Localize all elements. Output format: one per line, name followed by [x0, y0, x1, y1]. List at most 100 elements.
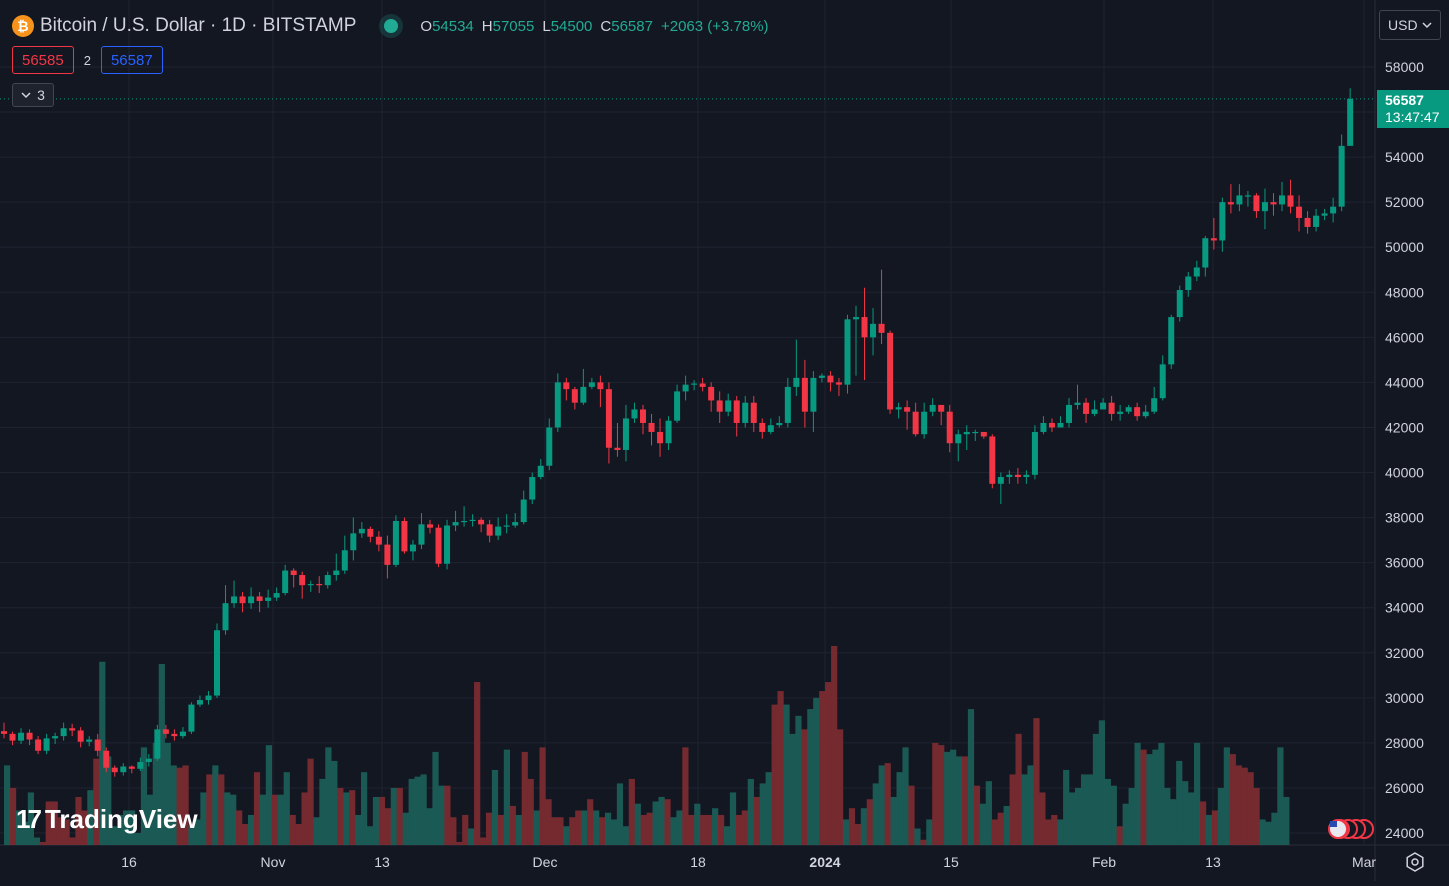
candle[interactable]	[801, 359, 808, 428]
candle[interactable]	[392, 515, 399, 568]
candle[interactable]	[86, 736, 93, 747]
candle[interactable]	[60, 722, 67, 741]
candle[interactable]	[1330, 197, 1337, 223]
candle[interactable]	[1142, 404, 1149, 419]
candle[interactable]	[716, 391, 723, 423]
candle[interactable]	[495, 517, 502, 541]
candle[interactable]	[1014, 468, 1021, 484]
candle[interactable]	[1347, 88, 1354, 146]
candle[interactable]	[784, 377, 791, 428]
candle[interactable]	[895, 402, 902, 419]
candle[interactable]	[18, 728, 25, 745]
candle[interactable]	[1244, 190, 1251, 207]
candle[interactable]	[759, 418, 766, 439]
candle[interactable]	[145, 754, 152, 767]
candle[interactable]	[222, 585, 229, 635]
candle[interactable]	[1031, 425, 1038, 480]
candle[interactable]	[1091, 400, 1098, 417]
candle[interactable]	[750, 395, 757, 432]
candle[interactable]	[282, 564, 289, 596]
candle[interactable]	[631, 402, 638, 423]
candle[interactable]	[1023, 470, 1030, 484]
candle[interactable]	[94, 733, 101, 757]
candle[interactable]	[861, 287, 868, 381]
candle[interactable]	[989, 434, 996, 489]
candle[interactable]	[486, 519, 493, 543]
candle[interactable]	[870, 308, 877, 356]
tradingview-logo[interactable]: 17 TradingView	[16, 804, 198, 835]
candle[interactable]	[614, 422, 621, 457]
candle[interactable]	[1074, 384, 1081, 410]
candle[interactable]	[1100, 398, 1107, 410]
candle[interactable]	[929, 398, 936, 417]
candle[interactable]	[776, 416, 783, 428]
candle[interactable]	[239, 591, 246, 613]
candle[interactable]	[350, 517, 357, 561]
candle[interactable]	[733, 395, 740, 437]
candle[interactable]	[452, 510, 459, 532]
candle[interactable]	[35, 736, 42, 755]
candle[interactable]	[427, 519, 433, 534]
candle[interactable]	[1321, 208, 1328, 221]
candle[interactable]	[205, 691, 212, 705]
candle[interactable]	[1, 722, 7, 739]
candle[interactable]	[418, 513, 425, 550]
candle[interactable]	[503, 514, 510, 534]
candle[interactable]	[290, 568, 297, 588]
candle[interactable]	[26, 729, 33, 746]
candle[interactable]	[469, 514, 476, 527]
candle[interactable]	[904, 400, 911, 430]
candle[interactable]	[1006, 470, 1013, 484]
gear-icon[interactable]	[1404, 851, 1426, 873]
candle[interactable]	[1083, 398, 1090, 423]
candle[interactable]	[1159, 355, 1166, 401]
candle[interactable]	[1040, 416, 1047, 435]
candle[interactable]	[972, 429, 979, 441]
candle[interactable]	[137, 757, 144, 772]
candle[interactable]	[1304, 211, 1311, 234]
symbol-title[interactable]: Bitcoin / U.S. Dollar · 1D · BITSTAMP	[40, 15, 357, 36]
candle[interactable]	[307, 580, 314, 592]
sell-button[interactable]: 56585	[12, 46, 74, 74]
candle[interactable]	[597, 375, 604, 408]
candle[interactable]	[938, 404, 945, 426]
candle[interactable]	[546, 418, 553, 471]
candle[interactable]	[1057, 416, 1064, 428]
candle[interactable]	[580, 368, 587, 405]
candle[interactable]	[1108, 395, 1115, 421]
candle[interactable]	[674, 384, 681, 423]
candle[interactable]	[341, 535, 348, 574]
candle[interactable]	[708, 382, 715, 412]
candle[interactable]	[69, 723, 76, 737]
candle[interactable]	[571, 386, 578, 410]
candle[interactable]	[921, 402, 928, 439]
candle[interactable]	[43, 733, 50, 755]
candle[interactable]	[401, 517, 408, 554]
candle[interactable]	[324, 571, 331, 589]
candle[interactable]	[478, 517, 485, 533]
candle[interactable]	[622, 404, 629, 462]
candle[interactable]	[699, 377, 706, 392]
candle[interactable]	[273, 587, 280, 601]
candle[interactable]	[231, 580, 238, 608]
candle[interactable]	[461, 506, 468, 527]
candle[interactable]	[793, 339, 800, 396]
candle[interactable]	[946, 404, 953, 453]
candle[interactable]	[1219, 197, 1226, 252]
candle[interactable]	[248, 587, 255, 609]
candle[interactable]	[682, 375, 689, 401]
candle[interactable]	[955, 429, 962, 462]
candle[interactable]	[827, 371, 834, 392]
candle[interactable]	[384, 535, 391, 579]
candle[interactable]	[1227, 184, 1234, 214]
candle[interactable]	[878, 269, 885, 345]
candle[interactable]	[299, 571, 306, 599]
candle[interactable]	[154, 724, 161, 761]
candle[interactable]	[196, 695, 203, 707]
candle[interactable]	[77, 727, 84, 748]
candle[interactable]	[963, 425, 970, 450]
candle[interactable]	[725, 393, 732, 417]
us-event-flags[interactable]	[1328, 819, 1374, 839]
candle[interactable]	[162, 724, 169, 739]
